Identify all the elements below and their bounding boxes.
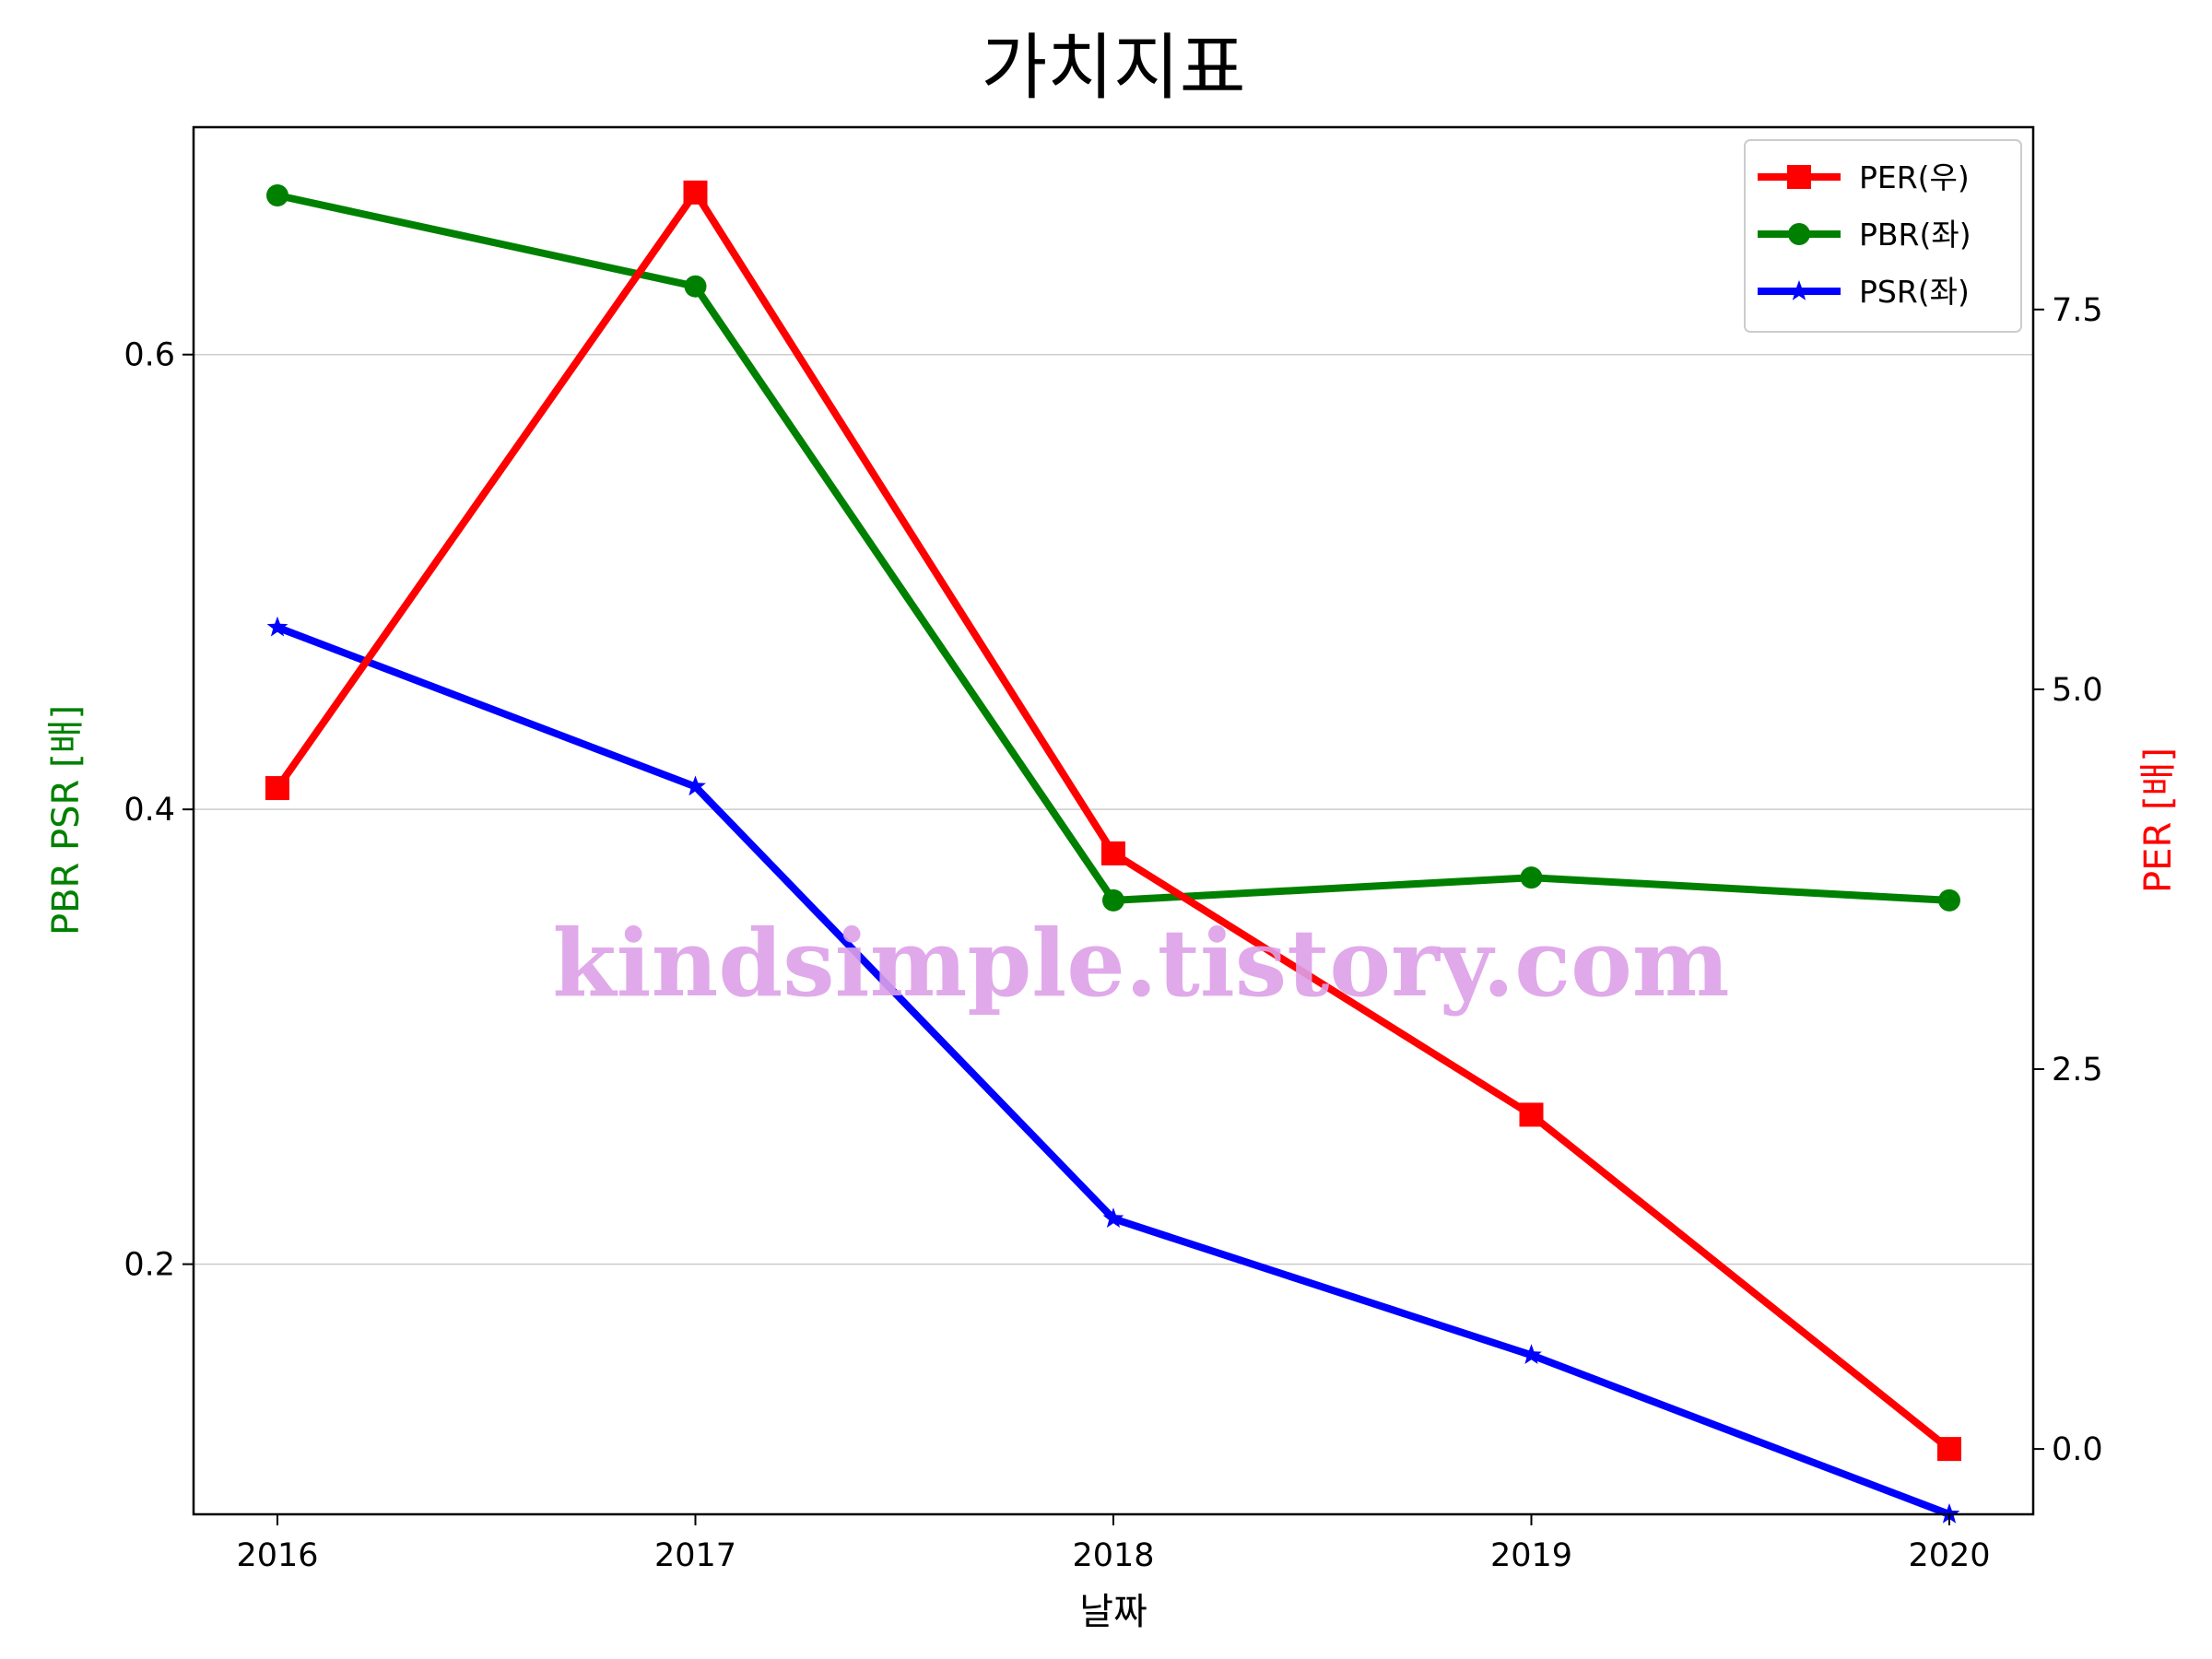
y-axis-left: 0.2 0.4 0.6 [124, 337, 194, 1284]
series-line [276, 624, 1951, 1518]
x-tick-label: 2020 [1908, 1537, 1990, 1574]
data-point [1938, 888, 1960, 912]
legend-swatch-marker [1788, 280, 1810, 300]
x-tick-label: 2016 [236, 1537, 318, 1574]
x-axis-label: 날짜 [1079, 1591, 1147, 1633]
y-right-tick-label: 2.5 [2052, 1052, 2103, 1088]
legend-swatch-marker [1788, 223, 1810, 245]
watermark: kindsimple.tistory.com [552, 909, 1729, 1018]
series-line [276, 192, 1950, 905]
y-axis-left-label: PBR PSR [배] [45, 705, 88, 935]
y-right-tick-label: 7.5 [2052, 292, 2103, 329]
data-point [265, 776, 289, 801]
y-right-tick-label: 5.0 [2052, 672, 2103, 709]
y-axis-right-label: PER [배] [2137, 747, 2180, 893]
data-point [1521, 1344, 1542, 1364]
data-point [684, 275, 707, 298]
legend-label: PSR(좌) [1859, 274, 1970, 310]
y-axis-right: 0.0 2.5 5.0 7.5 [2033, 292, 2103, 1468]
y-left-tick-label: 0.6 [124, 337, 175, 374]
x-axis: 2016 2017 2018 2019 2020 [236, 1514, 1991, 1574]
data-point [1101, 841, 1125, 865]
legend-swatch-marker [1787, 165, 1811, 189]
data-point [1520, 866, 1543, 889]
data-point [1519, 1102, 1544, 1127]
series-line [274, 185, 1952, 1453]
legend-label: PBR(좌) [1859, 217, 1971, 253]
data-point [1102, 1207, 1124, 1228]
data-point [683, 180, 708, 205]
plot-frame [192, 125, 2035, 1516]
series-lines [265, 180, 1961, 1524]
data-point [685, 775, 706, 796]
data-point [266, 184, 288, 207]
legend-label: PER(우) [1859, 159, 1970, 195]
x-tick-label: 2018 [1072, 1537, 1154, 1574]
data-point [266, 616, 288, 637]
data-point [1102, 888, 1124, 912]
legend-box [1744, 139, 2022, 333]
x-tick-label: 2019 [1490, 1537, 1572, 1574]
chart-title: 가치지표 [981, 27, 1245, 110]
y-right-tick-label: 0.0 [2052, 1431, 2103, 1468]
x-tick-label: 2017 [654, 1537, 736, 1574]
y-left-tick-label: 0.2 [124, 1247, 175, 1284]
y-left-tick-label: 0.4 [124, 792, 175, 829]
gridlines [194, 353, 2033, 1265]
data-point [1937, 1437, 1961, 1462]
legend: PER(우) PBR(좌) PSR(좌) [1744, 139, 2022, 333]
